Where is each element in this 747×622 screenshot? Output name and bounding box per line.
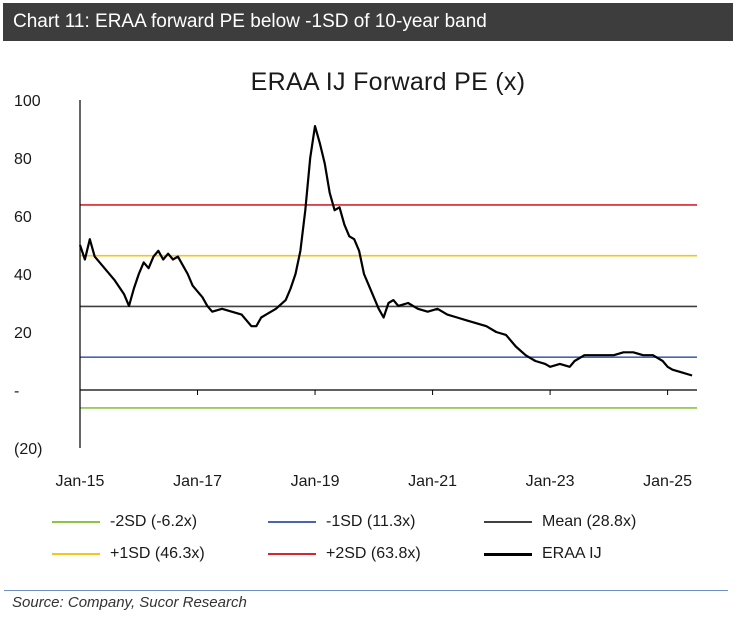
x-tick-label-5: Jan-25 [643, 473, 692, 490]
x-tick-label-4: Jan-23 [526, 473, 575, 490]
footer-rule [4, 590, 728, 591]
legend-label-1: -1SD (11.3x) [326, 513, 416, 530]
legend-swatch-0 [52, 521, 100, 523]
legend-label-2: Mean (28.8x) [542, 513, 637, 530]
legend-item-0: -2SD (-6.2x) [52, 513, 197, 531]
legend-item-1: -1SD (11.3x) [268, 513, 416, 531]
legend-item-3: +1SD (46.3x) [52, 545, 205, 563]
legend-swatch-5 [484, 552, 532, 556]
legend-label-4: +2SD (63.8x) [326, 545, 421, 562]
legend-label-0: -2SD (-6.2x) [110, 513, 198, 530]
x-tick-label-0: Jan-15 [56, 473, 105, 490]
y-tick-label-2: 60 [14, 209, 32, 226]
y-tick-label-4: 20 [14, 325, 32, 342]
legend-item-2: Mean (28.8x) [484, 513, 636, 531]
legend-label-5: ERAA IJ [542, 545, 602, 562]
legend-item-5: ERAA IJ [484, 545, 602, 563]
y-tick-label-3: 40 [14, 267, 32, 284]
y-tick-label-1: 80 [14, 151, 32, 168]
x-tick-label-2: Jan-19 [291, 473, 340, 490]
chart-legend: -2SD (-6.2x) -1SD (11.3x) Mean (28.8x) +1SD… [0, 505, 747, 577]
y-tick-label-0: 100 [14, 93, 41, 110]
legend-swatch-3 [52, 553, 100, 555]
source-note: Source: Company, Sucor Research [12, 594, 247, 611]
x-tick-label-1: Jan-17 [173, 473, 222, 490]
legend-label-3: +1SD (46.3x) [110, 545, 205, 562]
legend-swatch-2 [484, 521, 532, 523]
chart-header: Chart 11: ERAA forward PE below -1SD of … [3, 3, 733, 41]
y-tick-label-5: - [14, 383, 19, 400]
y-tick-label-6: (20) [14, 441, 42, 458]
x-tick-label-3: Jan-21 [408, 473, 457, 490]
chart-title: ERAA IJ Forward PE (x) [250, 68, 526, 96]
legend-swatch-4 [268, 553, 316, 555]
chart-header-title: Chart 11: ERAA forward PE below -1SD of … [13, 11, 487, 32]
chart-plot: 100 80 60 40 20 - (20) Jan-15 Jan-17 Jan-19 Jan-21… [14, 93, 697, 490]
series-line-0 [78, 125, 693, 377]
legend-swatch-1 [268, 521, 316, 523]
legend-item-4: +2SD (63.8x) [268, 545, 421, 563]
